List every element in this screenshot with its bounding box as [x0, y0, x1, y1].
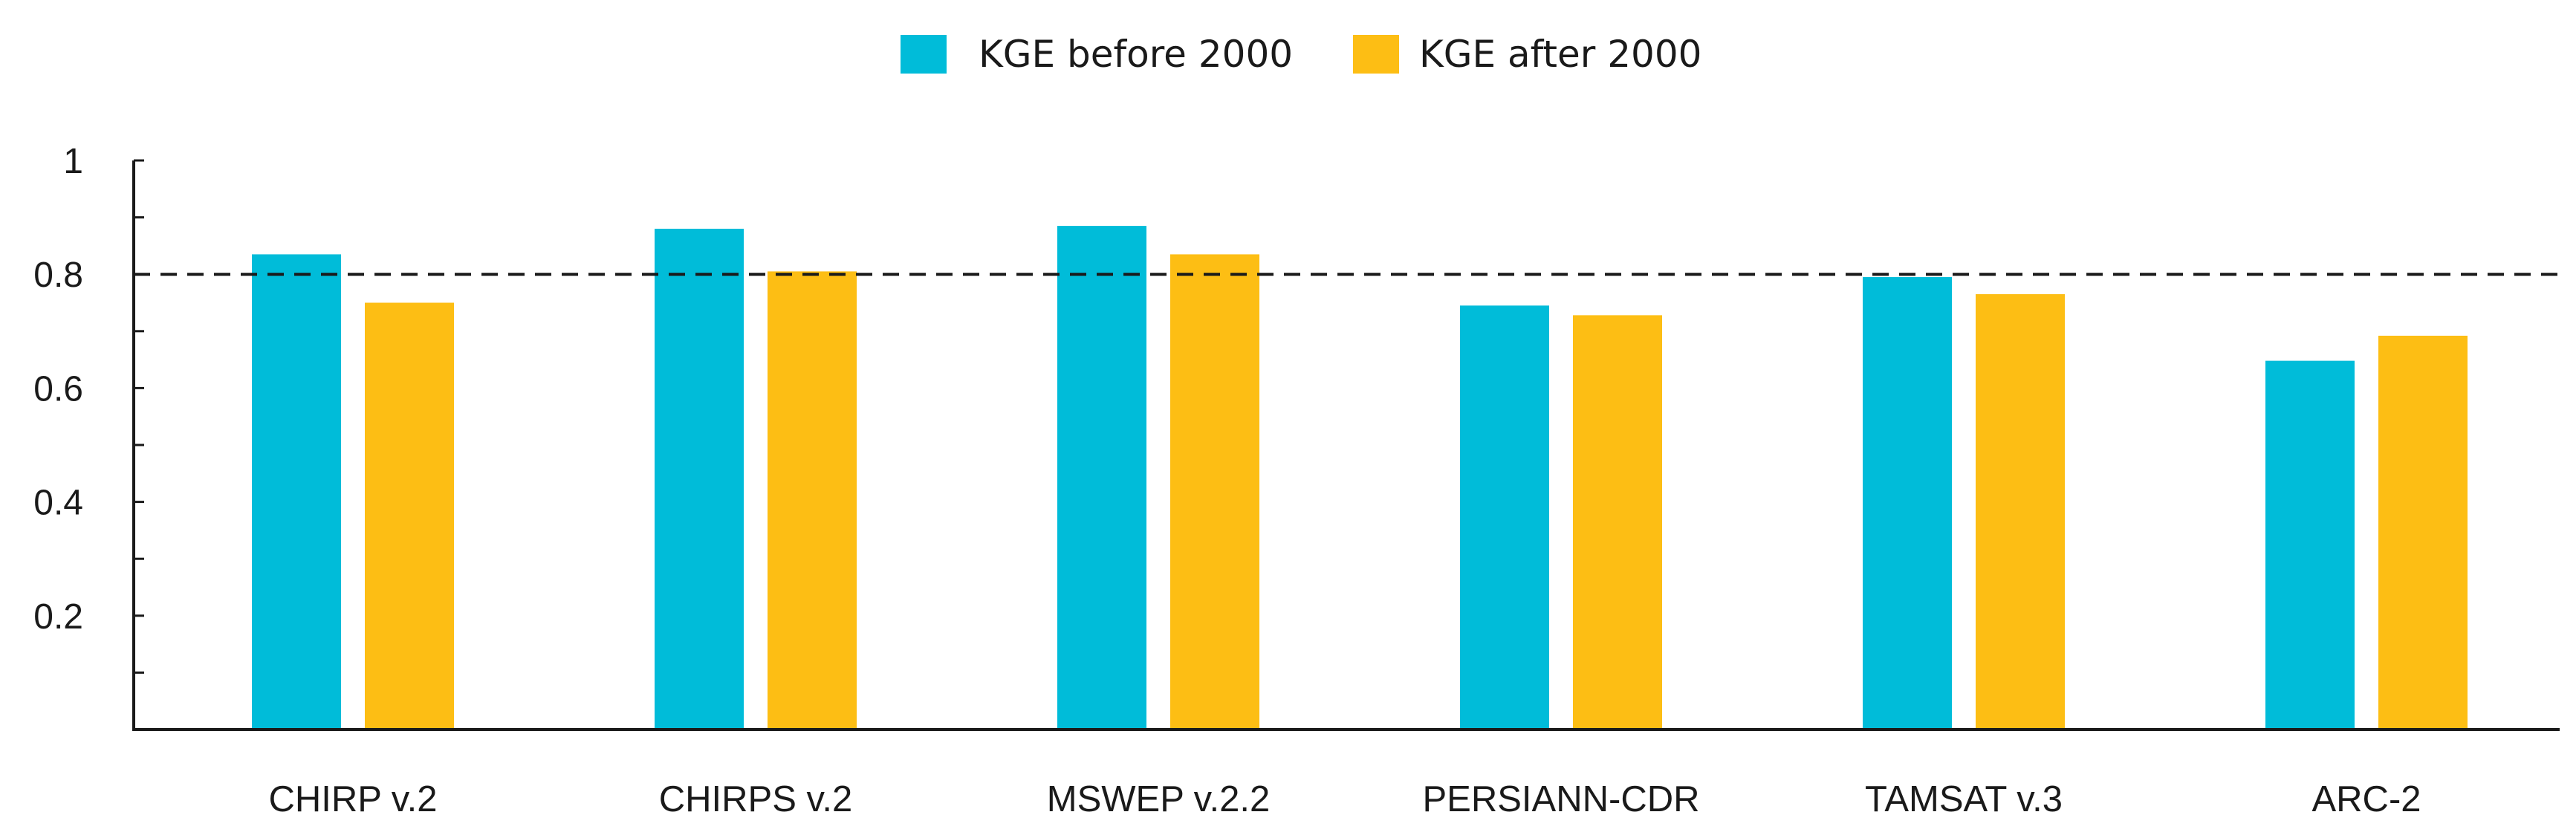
- bar-after-2000-1: [365, 302, 454, 730]
- category-labels: CHIRP v.2 CHIRPS v.2 MSWEP v.2.2 PERSIANN-C…: [269, 779, 2421, 819]
- bar-after-2000-3: [1170, 254, 1259, 730]
- y-tick-label: 1: [63, 142, 83, 181]
- bar-after-2000-4: [1573, 315, 1662, 730]
- y-tick-label: 0.8: [33, 256, 83, 295]
- bar-before-2000-3: [1057, 226, 1146, 730]
- bar-before-2000-4: [1460, 305, 1549, 730]
- bar-before-2000-1: [252, 254, 341, 730]
- bar-before-2000-2: [655, 228, 744, 730]
- y-axis: 0.2 0.4 0.6 0.8 1: [33, 142, 144, 730]
- legend-label-2: KGE after 2000: [1419, 33, 1701, 76]
- category-label: ARC-2: [2311, 779, 2421, 819]
- y-tick-label: 0.2: [33, 597, 83, 637]
- legend: KGE before 2000 KGE after 2000: [901, 33, 1701, 76]
- legend-label-1: KGE before 2000: [979, 33, 1293, 76]
- y-tick-label: 0.4: [33, 484, 83, 523]
- category-label: CHIRP v.2: [269, 779, 438, 819]
- bar-after-2000-6: [2378, 335, 2468, 730]
- legend-swatch-2: [1353, 35, 1399, 74]
- category-label: TAMSAT v.3: [1865, 779, 2063, 819]
- category-label: CHIRPS v.2: [659, 779, 852, 819]
- category-label: PERSIANN-CDR: [1423, 779, 1700, 819]
- bar-after-2000-2: [768, 271, 857, 730]
- legend-swatch-1: [901, 35, 947, 74]
- bar-before-2000-5: [1863, 277, 1952, 730]
- bar-after-2000-5: [1976, 294, 2065, 730]
- bars: [252, 226, 2468, 730]
- category-label: MSWEP v.2.2: [1047, 779, 1270, 819]
- bar-before-2000-6: [2265, 360, 2355, 730]
- y-tick-label: 0.6: [33, 369, 83, 409]
